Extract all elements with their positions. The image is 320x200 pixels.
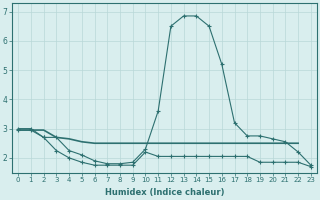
X-axis label: Humidex (Indice chaleur): Humidex (Indice chaleur): [105, 188, 224, 197]
